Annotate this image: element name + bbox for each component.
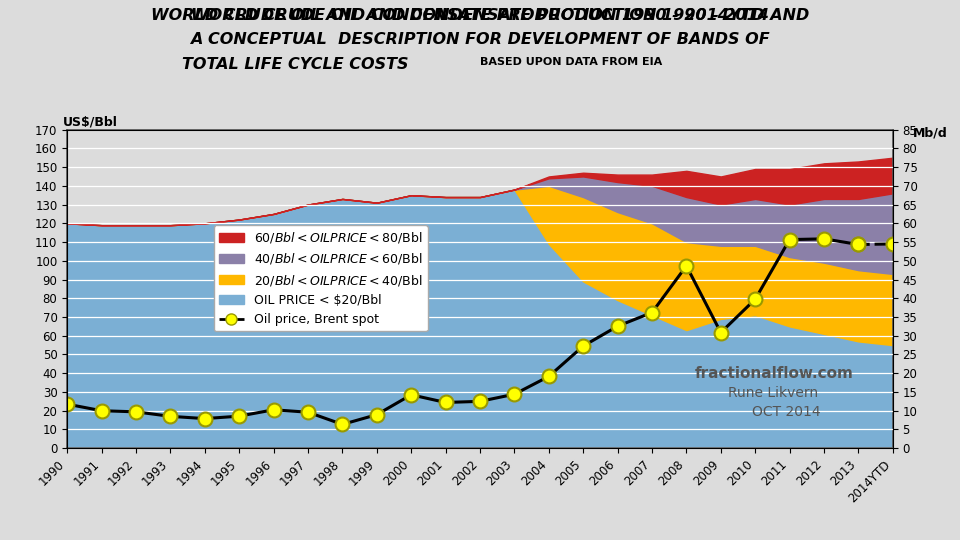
Text: fractionalflow.com: fractionalflow.com: [695, 366, 853, 381]
Text: TOTAL LIFE CYCLE COSTS: TOTAL LIFE CYCLE COSTS: [182, 57, 409, 72]
Text: A CONCEPTUAL  DESCRIPTION FOR DEVELOPMENT OF BANDS OF: A CONCEPTUAL DESCRIPTION FOR DEVELOPMENT…: [190, 32, 770, 48]
Text: US$/Bbl: US$/Bbl: [63, 115, 118, 128]
Text: BASED UPON DATA FROM EIA: BASED UPON DATA FROM EIA: [480, 57, 662, 67]
Text: OCT 2014: OCT 2014: [753, 406, 821, 420]
Text: WORLD CRUDE OIL AND CONDENSATE PRODUCTION 1990 - 2014: WORLD CRUDE OIL AND CONDENSATE PRODUCTIO…: [191, 8, 769, 23]
Text: Rune Likvern: Rune Likvern: [728, 386, 818, 400]
Text: WORLD CRUDE OIL AND CONDENSATE PRODUCTION 1990 - 2014⁠YTD AND: WORLD CRUDE OIL AND CONDENSATE PRODUCTIO…: [151, 8, 809, 23]
Legend: $60/Bbl < OIL PRICE < $80/Bbl, $40/Bbl < OIL PRICE < $60/Bbl, $20/Bbl < OIL PRIC: $60/Bbl < OIL PRICE < $80/Bbl, $40/Bbl <…: [214, 225, 427, 331]
Y-axis label: Mb/d: Mb/d: [913, 126, 948, 139]
